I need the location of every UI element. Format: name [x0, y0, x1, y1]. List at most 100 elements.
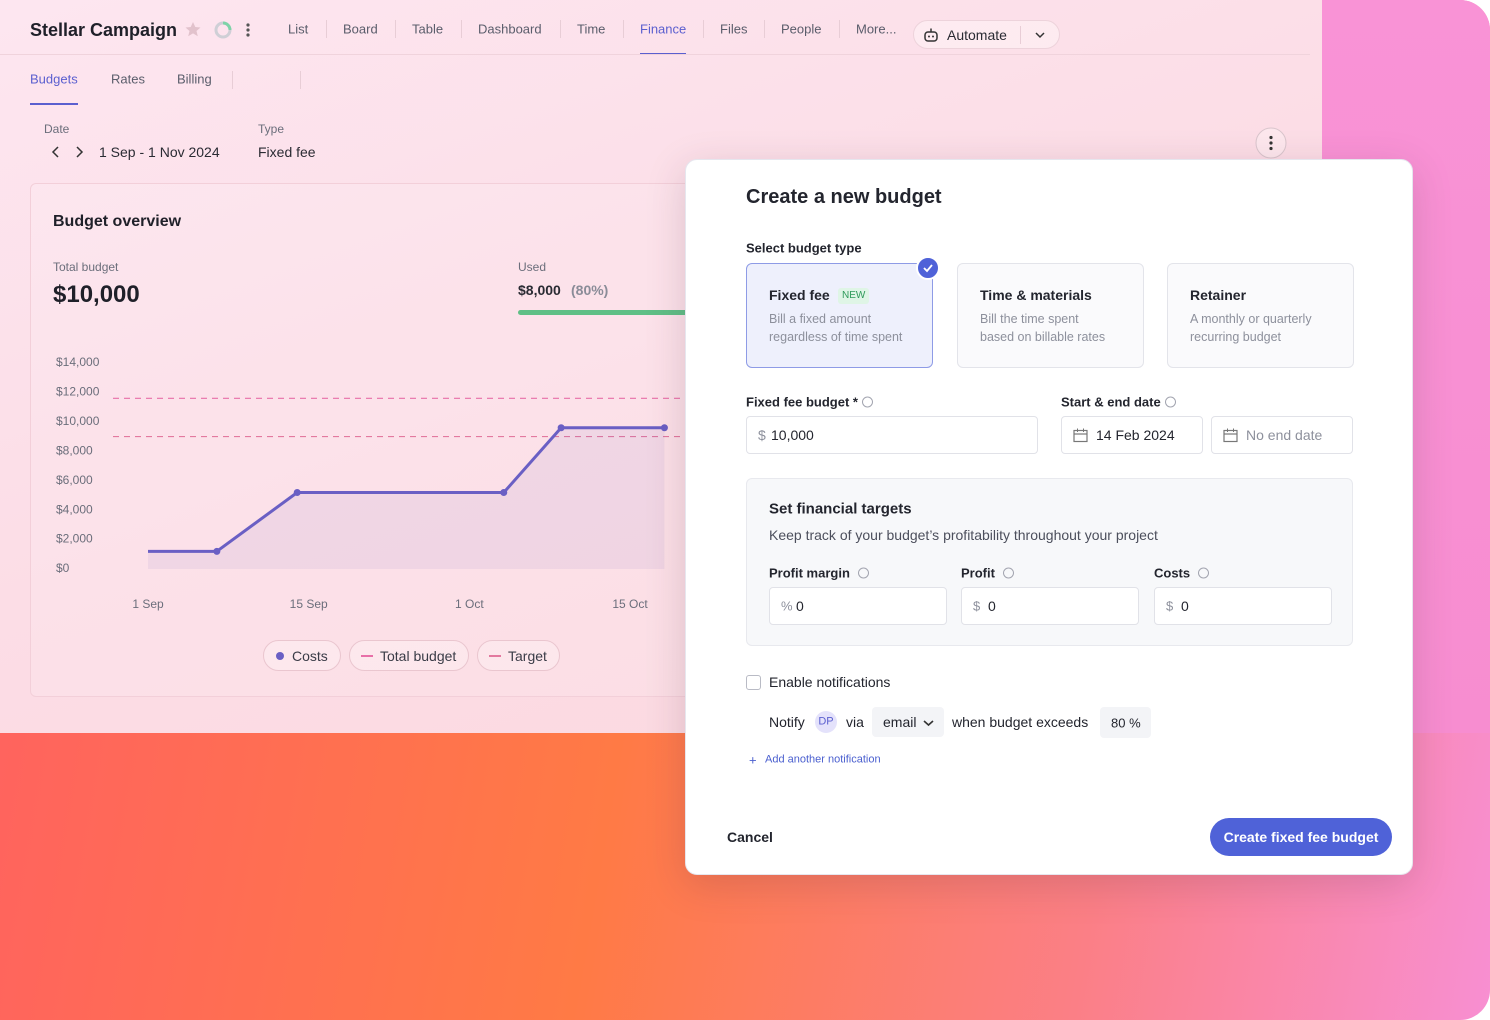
- notifications-label: Enable notifications: [769, 674, 891, 690]
- separator: [560, 20, 561, 38]
- end-date: No end date: [1246, 427, 1323, 443]
- card-title: Retainer: [1190, 287, 1247, 303]
- used-label: Used: [518, 260, 547, 274]
- info-icon[interactable]: [1165, 396, 1176, 408]
- y-tick-label: $0: [56, 561, 70, 575]
- submit-button[interactable]: Create fixed fee budget: [1210, 818, 1392, 856]
- y-tick-label: $12,000: [56, 385, 100, 399]
- separator: [326, 20, 327, 38]
- channel-select[interactable]: email: [872, 707, 944, 737]
- point: [213, 547, 221, 555]
- separator: [395, 20, 396, 38]
- plus-icon: +: [749, 752, 757, 768]
- sub-tab[interactable]: Budgets: [30, 71, 78, 87]
- legend-item[interactable]: Target: [477, 640, 560, 671]
- currency: $: [758, 427, 766, 443]
- chevron: [1035, 32, 1045, 39]
- point: [660, 424, 668, 432]
- target-input[interactable]: % 0: [769, 587, 947, 625]
- modal-title: Create a new budget: [746, 186, 942, 208]
- start-date-input[interactable]: 14 Feb 2024: [1061, 416, 1203, 454]
- budget-value: 10,000: [771, 427, 814, 443]
- nav-tab[interactable]: Finance: [640, 21, 687, 37]
- target-input[interactable]: $0: [961, 587, 1139, 625]
- card-title: Time & materials: [980, 287, 1092, 303]
- calendar-icon: [1223, 428, 1238, 443]
- budget-type-card[interactable]: Retainer A monthly or quarterly recurring …: [1167, 263, 1354, 368]
- header-border: [0, 54, 1310, 55]
- add-notification-link[interactable]: Add another notification: [765, 753, 881, 766]
- filter-value[interactable]: 1 Sep - 1 Nov 2024: [99, 144, 220, 160]
- targets-description: Keep track of your budget’s profitabilit…: [769, 527, 1158, 543]
- checkbox[interactable]: [746, 675, 761, 690]
- header-icons[interactable]: [185, 21, 257, 39]
- notify-text: Notify: [769, 714, 805, 730]
- usage-bar: [518, 310, 693, 315]
- automate-button[interactable]: Automate: [913, 20, 1060, 49]
- cancel-button[interactable]: Cancel: [727, 829, 773, 845]
- legend-dash: [361, 655, 373, 657]
- filter-value[interactable]: Fixed fee: [258, 144, 316, 160]
- budget-type-card[interactable]: Time & materials Bill the time spent based…: [957, 263, 1144, 368]
- card-description: Bill a fixed amount: [769, 311, 872, 326]
- date-arrows[interactable]: [50, 146, 86, 158]
- budget-type-card[interactable]: Fixed fee NEW Bill a fixed amount regardles…: [746, 256, 940, 368]
- info-icon[interactable]: [1003, 567, 1014, 579]
- end-date-input[interactable]: No end date: [1211, 416, 1353, 454]
- info-icon[interactable]: [858, 567, 869, 579]
- nav-tab[interactable]: Table: [412, 21, 444, 37]
- nav-tab[interactable]: Board: [343, 21, 378, 37]
- nav-tab[interactable]: More...: [856, 21, 897, 37]
- nav-tab[interactable]: List: [288, 21, 309, 37]
- filter-label: Type: [258, 122, 285, 136]
- overview-card: [30, 183, 710, 697]
- separator: [232, 71, 233, 89]
- channel: email: [883, 714, 917, 730]
- start-date: 14 Feb 2024: [1096, 427, 1175, 443]
- separator: [703, 20, 704, 38]
- project-title: Stellar Campaign: [30, 20, 178, 40]
- card-description: regardless of time spent: [769, 329, 903, 344]
- threshold: 80 %: [1111, 715, 1141, 731]
- via-text: via: [846, 714, 864, 730]
- robot-icon: [924, 28, 938, 42]
- legend-dash: [489, 655, 501, 657]
- info-icon[interactable]: [862, 396, 873, 408]
- target-input[interactable]: $0: [1154, 587, 1332, 625]
- field-label: Profit margin: [769, 565, 850, 581]
- y-tick-label: $14,000: [56, 355, 100, 369]
- submit-label: Create fixed fee budget: [1223, 829, 1379, 845]
- avatar: DP: [815, 711, 837, 733]
- more-button[interactable]: [1255, 127, 1287, 159]
- area: [148, 427, 665, 569]
- create-budget-modal: Create a new budget Select budget type F…: [685, 159, 1413, 875]
- check-icon: [923, 264, 933, 273]
- total-value: $10,000: [53, 281, 140, 308]
- y-tick-label: $8,000: [56, 443, 93, 457]
- used-percent: (80%): [571, 282, 609, 298]
- sub-tab[interactable]: Rates: [111, 71, 145, 87]
- line: [148, 426, 665, 553]
- legend-item[interactable]: Total budget: [349, 640, 469, 671]
- calendar-icon: [1073, 428, 1088, 443]
- nav-tab[interactable]: Time: [577, 21, 606, 37]
- nav-tab[interactable]: People: [781, 21, 822, 37]
- threshold-input[interactable]: 80 %: [1100, 707, 1151, 738]
- budget-input[interactable]: $ 10,000: [746, 416, 1038, 454]
- chart: $0 $2,000 $4,000 $6,000 $8,000 $10,000 $12,000…: [56, 355, 690, 611]
- info-icon[interactable]: [1198, 567, 1209, 579]
- card-title: Fixed fee: [769, 287, 830, 303]
- separator: [764, 20, 765, 38]
- point: [557, 424, 565, 432]
- legend-item[interactable]: Costs: [263, 640, 341, 671]
- field-label: Profit: [961, 565, 995, 581]
- overview-title: Budget overview: [53, 213, 182, 230]
- used-value: $8,000: [518, 282, 561, 298]
- nav-tab[interactable]: Dashboard: [478, 21, 542, 37]
- selected-check: [916, 256, 940, 280]
- sub-tab[interactable]: Billing: [177, 71, 212, 87]
- unit: %: [781, 598, 793, 614]
- nav-tab[interactable]: Files: [720, 21, 748, 37]
- total-label: Total budget: [53, 260, 119, 274]
